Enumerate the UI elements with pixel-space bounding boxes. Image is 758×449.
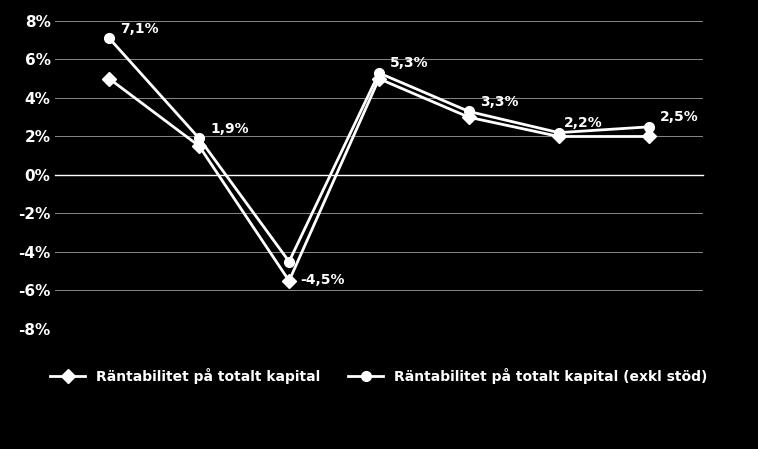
Räntabilitet på totalt kapital (exkl stöd) (644, 124, 653, 130)
Räntabilitet på totalt kapital (465, 114, 474, 120)
Räntabilitet på totalt kapital (exkl stöd) (284, 259, 293, 264)
Räntabilitet på totalt kapital (exkl stöd) (374, 70, 384, 76)
Text: 5,3%: 5,3% (390, 57, 429, 70)
Text: 3,3%: 3,3% (480, 95, 518, 109)
Text: 1,9%: 1,9% (210, 122, 249, 136)
Räntabilitet på totalt kapital (105, 76, 114, 81)
Räntabilitet på totalt kapital (374, 76, 384, 81)
Line: Räntabilitet på totalt kapital: Räntabilitet på totalt kapital (105, 74, 653, 286)
Text: -4,5%: -4,5% (300, 273, 345, 287)
Räntabilitet på totalt kapital (exkl stöd) (554, 130, 563, 135)
Räntabilitet på totalt kapital (284, 278, 293, 283)
Räntabilitet på totalt kapital (exkl stöd) (465, 109, 474, 114)
Räntabilitet på totalt kapital (exkl stöd) (105, 35, 114, 41)
Text: 2,2%: 2,2% (565, 116, 603, 130)
Text: 7,1%: 7,1% (121, 22, 159, 36)
Legend: Räntabilitet på totalt kapital, Räntabilitet på totalt kapital (exkl stöd): Räntabilitet på totalt kapital, Räntabil… (45, 363, 713, 390)
Räntabilitet på totalt kapital (195, 143, 204, 149)
Räntabilitet på totalt kapital (644, 134, 653, 139)
Line: Räntabilitet på totalt kapital (exkl stöd): Räntabilitet på totalt kapital (exkl stö… (105, 34, 653, 266)
Räntabilitet på totalt kapital (554, 134, 563, 139)
Räntabilitet på totalt kapital (exkl stöd) (195, 136, 204, 141)
Text: 2,5%: 2,5% (659, 110, 699, 124)
